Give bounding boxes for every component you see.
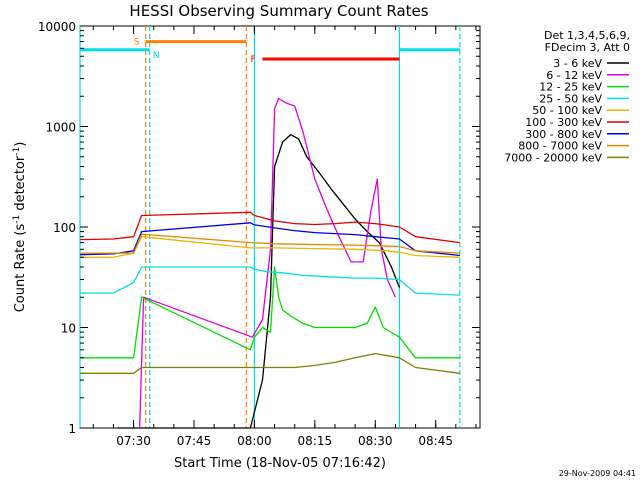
y-tick-label-4: 10000	[38, 20, 76, 34]
y-axis-label-sup2: -1	[12, 147, 22, 156]
x-tick-label-3: 08:15	[298, 434, 333, 448]
legend-label-5: 100 - 300 keV	[525, 116, 602, 129]
legend-label-6: 300 - 800 keV	[525, 128, 602, 141]
x-tick-label-1: 07:45	[177, 434, 212, 448]
series-line-1	[138, 97, 396, 429]
series-lines	[79, 97, 460, 429]
x-axis-ticks: 07:30 07:45 08:00 08:15 08:30 08:45	[92, 26, 477, 448]
chart-title: HESSI Observing Summary Count Rates	[129, 2, 428, 20]
series-line-2	[80, 266, 460, 359]
legend-label-3: 25 - 50 keV	[539, 92, 602, 105]
x-tick-label-2: 08:00	[237, 434, 272, 448]
legend-label-0: 3 - 6 keV	[553, 57, 602, 70]
flag-label-4: F	[250, 55, 255, 65]
series-line-8	[80, 352, 460, 374]
flag-label-0: S	[134, 38, 140, 48]
legend-header-0: Det 1,3,4,5,6,9,	[544, 29, 630, 42]
y-tick-label-0: 1	[68, 422, 76, 436]
x-tick-label-4: 08:30	[358, 434, 393, 448]
plot-area: S N F 07:30 07:45 08:00 08:15 08:30 08:45 1 10 10…	[38, 20, 481, 448]
legend-header-1: FDecim 3, Att 0	[545, 41, 630, 54]
x-axis-label: Start Time (18-Nov-05 07:16:42)	[174, 456, 386, 471]
vertical-markers	[79, 26, 461, 428]
y-tick-label-1: 10	[61, 322, 76, 336]
y-axis-label-sup1: -1	[12, 215, 22, 224]
legend-label-7: 800 - 7000 keV	[518, 140, 602, 153]
y-axis-label: Count Rate (s-1 detector-1)	[12, 142, 28, 313]
y-tick-label-2: 100	[53, 221, 76, 235]
series-line-4	[80, 236, 460, 258]
y-axis-label-main: Count Rate (s	[13, 224, 28, 313]
series-line-7	[80, 233, 460, 254]
series-line-5	[79, 211, 460, 244]
series-line-0	[117, 133, 401, 429]
flag-bars: S N F	[80, 38, 460, 65]
x-tick-label-5: 08:45	[418, 434, 453, 448]
y-axis-label-end: )	[13, 142, 28, 147]
legend-label-2: 12 - 25 keV	[539, 81, 602, 94]
legend-label-8: 7000 - 20000 keV	[504, 151, 602, 164]
flag-label-2: N	[153, 51, 160, 61]
footer-timestamp: 29-Nov-2009 04:41	[559, 469, 636, 478]
series-line-6	[79, 222, 460, 257]
series-line-3	[80, 266, 460, 296]
legend-label-1: 6 - 12 keV	[546, 69, 602, 82]
y-axis-ticks: 1 10 100 1000 10000	[38, 20, 480, 436]
y-axis-label-mid: detector	[13, 155, 28, 215]
y-tick-label-3: 1000	[45, 121, 76, 135]
legend: Det 1,3,4,5,6,9,FDecim 3, Att 0 3 - 6 keV…	[504, 29, 630, 164]
x-tick-label-0: 07:30	[116, 434, 151, 448]
legend-label-4: 50 - 100 keV	[532, 104, 602, 117]
